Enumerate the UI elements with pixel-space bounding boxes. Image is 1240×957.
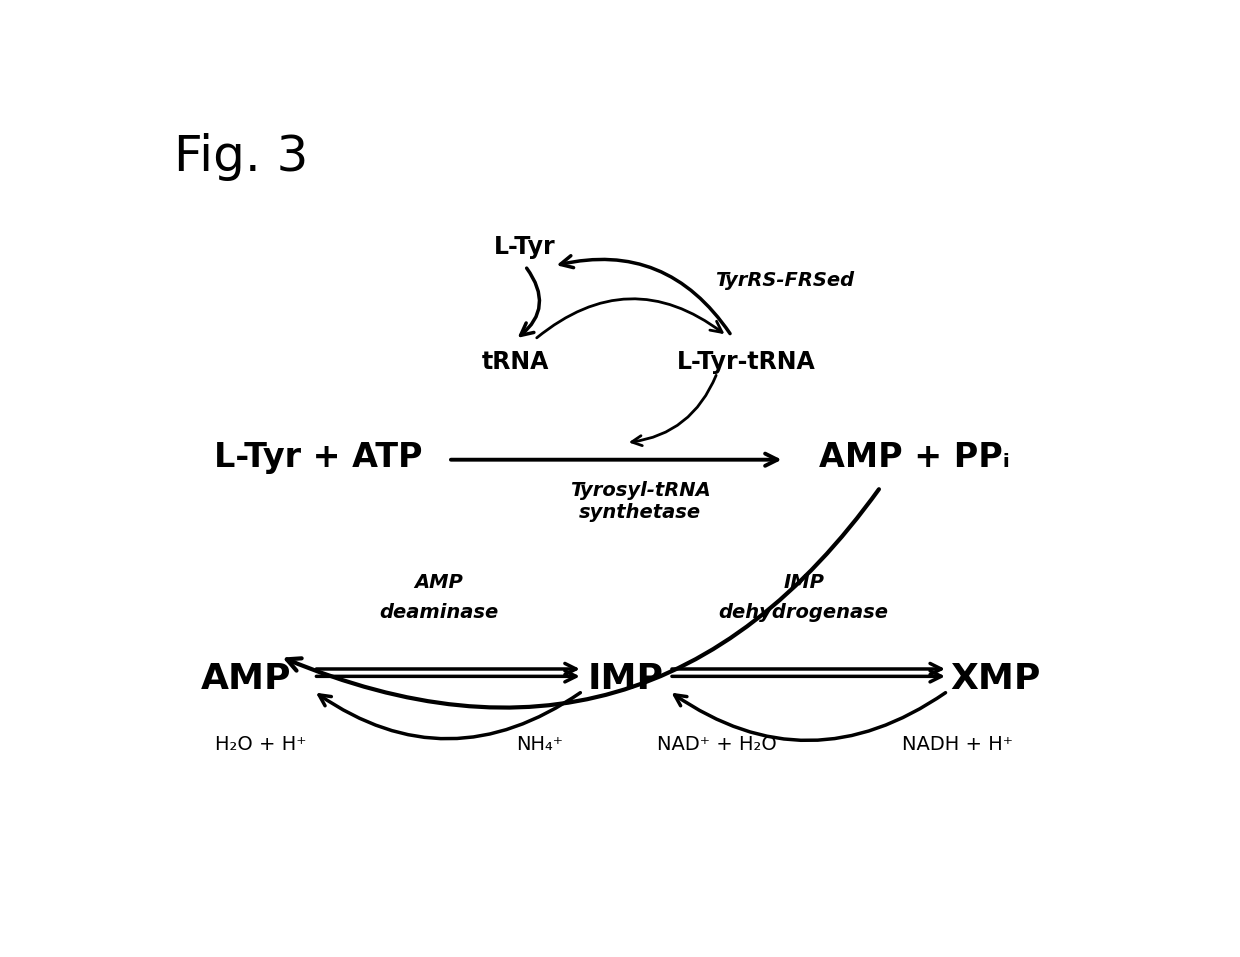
Text: IMP: IMP — [784, 573, 825, 592]
Text: XMP: XMP — [951, 661, 1042, 696]
Text: TyrRS-FRSed: TyrRS-FRSed — [715, 271, 854, 290]
Text: dehydrogenase: dehydrogenase — [719, 603, 889, 622]
Text: IMP: IMP — [588, 661, 663, 696]
Text: L-Tyr + ATP: L-Tyr + ATP — [215, 441, 423, 474]
Text: NH₄⁺: NH₄⁺ — [516, 735, 563, 754]
Text: L-Tyr-tRNA: L-Tyr-tRNA — [677, 349, 816, 373]
Text: NADH + H⁺: NADH + H⁺ — [901, 735, 1013, 754]
Text: tRNA: tRNA — [481, 349, 549, 373]
Text: deaminase: deaminase — [379, 603, 498, 622]
Text: H₂O + H⁺: H₂O + H⁺ — [215, 735, 306, 754]
Text: AMP: AMP — [414, 573, 463, 592]
Text: AMP: AMP — [201, 661, 291, 696]
Text: Fig. 3: Fig. 3 — [174, 133, 309, 181]
Text: L-Tyr: L-Tyr — [495, 235, 556, 259]
Text: AMP + PPᵢ: AMP + PPᵢ — [818, 441, 1009, 474]
Text: NAD⁺ + H₂O: NAD⁺ + H₂O — [657, 735, 777, 754]
Text: Tyrosyl-tRNA
synthetase: Tyrosyl-tRNA synthetase — [570, 481, 711, 523]
